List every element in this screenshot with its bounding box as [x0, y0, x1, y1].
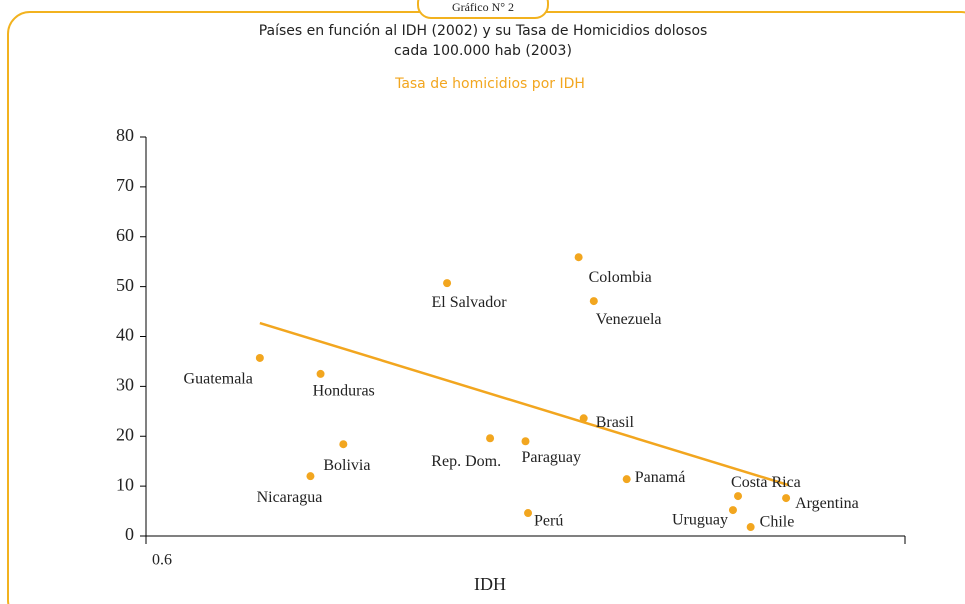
y-tick-label: 20: [116, 424, 134, 444]
y-tick-label: 50: [116, 275, 134, 295]
chart-title: Países en función al IDH (2002) y su Tas…: [259, 23, 708, 39]
point-label: Argentina: [795, 495, 859, 512]
point-label: Brasil: [596, 414, 635, 431]
y-tick-label: 0: [125, 524, 134, 544]
point: [521, 437, 530, 446]
point-label: Colombia: [589, 269, 652, 286]
point-label: El Salvador: [432, 294, 508, 311]
point: [746, 523, 755, 532]
point: [579, 414, 588, 423]
point: [316, 369, 325, 378]
point-label: Costa Rica: [731, 474, 801, 491]
point: [486, 434, 495, 443]
y-tick-label: 70: [116, 175, 134, 195]
point: [255, 353, 264, 362]
point-label: Perú: [534, 513, 563, 530]
y-tick-label: 80: [116, 125, 134, 145]
tab-label: Gráfico N° 2: [452, 0, 514, 14]
trendline: [259, 321, 789, 487]
point: [524, 509, 533, 518]
point: [782, 494, 791, 503]
point-label: Bolivia: [323, 457, 370, 474]
y-tick-label: 30: [116, 375, 134, 395]
y-tick-label: 60: [116, 225, 134, 245]
point-label: Uruguay: [672, 512, 728, 529]
point: [589, 297, 598, 306]
y-tick-label: 10: [116, 474, 134, 494]
point: [339, 440, 348, 449]
y-tick-label: 40: [116, 325, 134, 345]
point: [306, 472, 315, 481]
x-axis-label: IDH: [474, 574, 506, 594]
point-label: Guatemala: [184, 371, 253, 388]
point: [734, 492, 743, 501]
point: [574, 253, 583, 262]
point: [443, 279, 452, 288]
point-label: Nicaragua: [257, 489, 323, 506]
point-label: Rep. Dom.: [431, 453, 501, 470]
x-tick-label: 0.6: [152, 552, 172, 569]
tab: [417, 0, 549, 19]
point: [728, 506, 737, 515]
point-label: Venezuela: [596, 311, 662, 328]
point-label: Paraguay: [522, 449, 582, 466]
point: [622, 475, 631, 484]
chart-subtitle: Tasa de homicidios por IDH: [394, 76, 585, 92]
point-label: Panamá: [635, 469, 686, 486]
point-label: Honduras: [313, 383, 375, 400]
chart-title: cada 100.000 hab (2003): [394, 43, 572, 59]
point-label: Chile: [760, 514, 795, 531]
